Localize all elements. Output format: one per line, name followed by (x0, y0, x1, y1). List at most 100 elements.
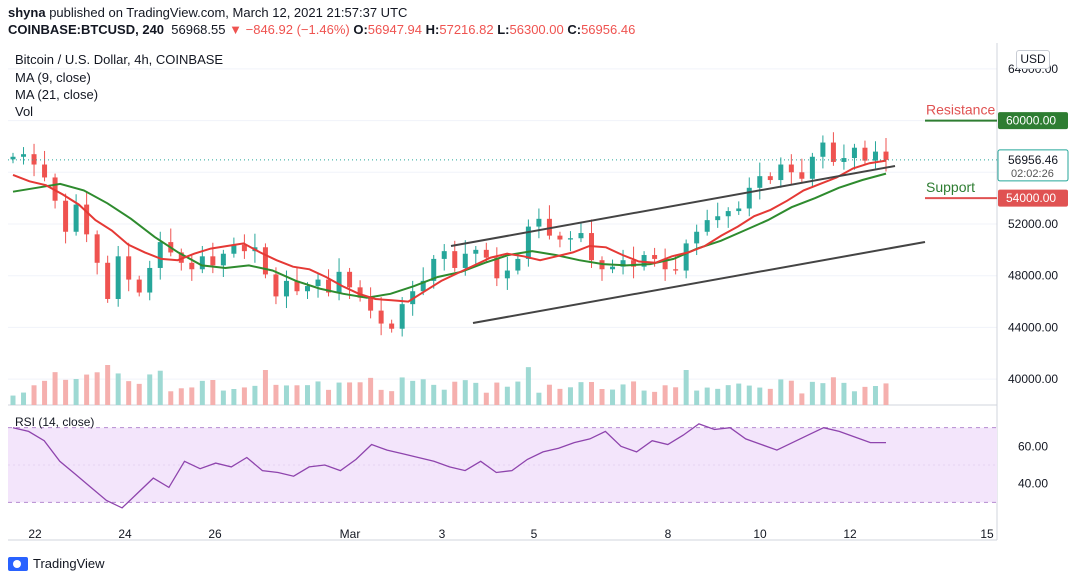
volume-bar (305, 385, 311, 405)
volume-bar (94, 372, 100, 405)
legend-vol[interactable]: Vol (15, 104, 34, 119)
volume-bar (431, 384, 437, 405)
time-tick-label: 5 (531, 527, 538, 541)
candle-body (736, 208, 742, 212)
volume-bar (210, 380, 216, 405)
volume-bar (578, 382, 584, 405)
volume-bar (525, 367, 531, 405)
candle-body (525, 226, 531, 259)
volume-bar (399, 377, 405, 405)
volume-bar (515, 381, 521, 405)
symbol-label[interactable]: COINBASE:BTCUSD, 240 (8, 22, 165, 37)
low-label: L: (497, 22, 510, 37)
candle-body (473, 249, 479, 254)
time-tick-label: 15 (980, 527, 994, 541)
volume-bar (52, 372, 58, 405)
volume-bar (336, 382, 342, 405)
candle-body (283, 280, 289, 297)
volume-bar (557, 388, 563, 405)
volume-bar (851, 391, 857, 405)
support-flag-text: 54000.00 (1006, 191, 1056, 205)
candle-body (52, 177, 58, 201)
open-value: 56947.94 (367, 22, 423, 37)
volume-bar (420, 379, 426, 405)
rsi-line (12, 423, 886, 509)
volume-bar (567, 387, 573, 405)
time-tick-label: 12 (843, 527, 857, 541)
candle-body (315, 279, 321, 287)
volume-bar (652, 391, 658, 405)
high-value: 57216.82 (439, 22, 494, 37)
candle-body (778, 164, 784, 181)
candle-body (399, 304, 405, 329)
volume-bar (736, 383, 742, 405)
volume-bar (157, 370, 163, 405)
volume-bar (294, 385, 300, 405)
ma9-line (12, 159, 887, 303)
volume-bar (441, 389, 447, 405)
price-tick-label: 48000.00 (1008, 269, 1058, 283)
tradingview-logo[interactable]: TradingView (8, 556, 105, 571)
volume-bar (872, 386, 878, 405)
support-flag (998, 189, 1068, 207)
volume-bar (788, 380, 794, 405)
price-tick-label: 44000.00 (1008, 320, 1058, 334)
candle-body (504, 270, 510, 279)
volume-bar (368, 377, 374, 405)
last-price-flag (997, 149, 1069, 182)
volume-bar (315, 381, 321, 405)
volume-bar (452, 381, 458, 405)
legend-ma9[interactable]: MA (9, close) (15, 70, 91, 85)
volume-bar (746, 385, 752, 405)
candle-body (199, 256, 205, 270)
candle-body (567, 238, 573, 240)
candle-body (21, 154, 27, 157)
candle-body (31, 154, 37, 165)
candle-body (757, 176, 763, 188)
candle-body (546, 218, 552, 236)
legend-ma21[interactable]: MA (21, close) (15, 87, 99, 102)
rsi-band (8, 427, 997, 503)
candle-body (862, 147, 868, 161)
candle-body (241, 244, 247, 252)
candle-body (326, 279, 332, 293)
legend-rsi[interactable]: RSI (14, close) (15, 415, 95, 429)
volume-bar (631, 381, 637, 405)
time-tick-label: 10 (753, 527, 767, 541)
resistance-label: Resistance (926, 102, 995, 118)
volume-bar (189, 387, 195, 405)
volume-bar (862, 386, 868, 405)
currency-badge[interactable]: USD (1016, 50, 1050, 69)
candle-body (210, 256, 216, 266)
time-tick-label: 24 (118, 527, 132, 541)
candle-body (105, 262, 111, 299)
volume-bar (683, 370, 689, 405)
close-value: 56956.46 (581, 22, 636, 37)
volume-bar (641, 390, 647, 405)
tradingview-brand: TradingView (33, 556, 105, 571)
time-tick-label: 3 (439, 527, 446, 541)
candle-body (830, 142, 836, 162)
ma21-line (12, 172, 887, 299)
candle-body (10, 156, 16, 160)
candle-body (336, 271, 342, 293)
volume-bar (725, 385, 731, 405)
volume-bar (73, 379, 79, 405)
candle-body (788, 164, 794, 173)
resistance-flag (998, 112, 1068, 130)
volume-bar (283, 385, 289, 405)
candle-body (610, 266, 616, 270)
volume-bar (599, 389, 605, 405)
volume-bar (105, 365, 111, 405)
author-name[interactable]: shyna (8, 5, 46, 20)
price-tick-label: 40000.00 (1008, 372, 1058, 386)
last-price: 56968.55 (171, 22, 226, 37)
candle-body (883, 151, 889, 160)
volume-bar (620, 384, 626, 405)
volume-bar (378, 389, 384, 405)
volume-bar (820, 383, 826, 405)
candle-body (641, 255, 647, 267)
candle-body (746, 187, 752, 209)
time-tick-label: 26 (208, 527, 222, 541)
